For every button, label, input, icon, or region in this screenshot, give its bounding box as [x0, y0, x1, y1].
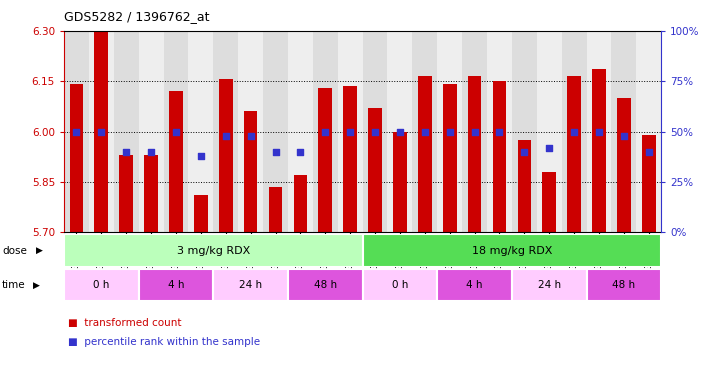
- Point: [294, 149, 306, 155]
- Bar: [70, 84, 83, 232]
- Bar: [263, 31, 288, 232]
- Point: [95, 128, 107, 134]
- Bar: [437, 269, 512, 301]
- Bar: [363, 234, 661, 267]
- Bar: [537, 31, 562, 232]
- Text: ▶: ▶: [33, 281, 41, 290]
- Point: [469, 128, 481, 134]
- Text: ▶: ▶: [36, 246, 43, 255]
- Bar: [288, 31, 313, 232]
- Bar: [213, 31, 238, 232]
- Point: [195, 152, 206, 159]
- Text: 0 h: 0 h: [392, 280, 408, 290]
- Point: [593, 128, 604, 134]
- Point: [245, 132, 256, 139]
- Bar: [164, 31, 188, 232]
- Bar: [368, 108, 382, 232]
- Bar: [188, 31, 213, 232]
- Bar: [238, 31, 263, 232]
- Text: 4 h: 4 h: [168, 280, 184, 290]
- Bar: [363, 31, 387, 232]
- Bar: [518, 140, 531, 232]
- Text: GDS5282 / 1396762_at: GDS5282 / 1396762_at: [64, 10, 210, 23]
- Bar: [139, 31, 164, 232]
- Bar: [587, 31, 611, 232]
- Text: dose: dose: [2, 245, 27, 256]
- Bar: [338, 31, 363, 232]
- Point: [493, 128, 505, 134]
- Bar: [139, 269, 213, 301]
- Point: [394, 128, 405, 134]
- Text: 0 h: 0 h: [93, 280, 109, 290]
- Bar: [617, 98, 631, 232]
- Point: [120, 149, 132, 155]
- Bar: [313, 31, 338, 232]
- Point: [145, 149, 156, 155]
- Bar: [363, 269, 437, 301]
- Point: [270, 149, 282, 155]
- Bar: [213, 269, 288, 301]
- Point: [344, 128, 356, 134]
- Point: [444, 128, 455, 134]
- Text: time: time: [2, 280, 26, 290]
- Bar: [512, 31, 537, 232]
- Point: [170, 128, 181, 134]
- Bar: [244, 111, 257, 232]
- Point: [419, 128, 431, 134]
- Bar: [64, 234, 363, 267]
- Bar: [587, 269, 661, 301]
- Bar: [611, 31, 636, 232]
- Point: [568, 128, 579, 134]
- Bar: [89, 31, 114, 232]
- Bar: [95, 31, 108, 232]
- Point: [518, 149, 530, 155]
- Bar: [412, 31, 437, 232]
- Text: 18 mg/kg RDX: 18 mg/kg RDX: [471, 245, 552, 256]
- Point: [319, 128, 331, 134]
- Bar: [343, 86, 357, 232]
- Bar: [462, 31, 487, 232]
- Text: ■  percentile rank within the sample: ■ percentile rank within the sample: [68, 337, 260, 347]
- Bar: [542, 172, 556, 232]
- Bar: [144, 155, 158, 232]
- Bar: [194, 195, 208, 232]
- Bar: [487, 31, 512, 232]
- Point: [618, 132, 630, 139]
- Bar: [169, 91, 183, 232]
- Point: [370, 128, 381, 134]
- Bar: [269, 187, 282, 232]
- Text: 24 h: 24 h: [538, 280, 561, 290]
- Bar: [592, 70, 606, 232]
- Bar: [443, 84, 456, 232]
- Bar: [493, 81, 506, 232]
- Bar: [567, 76, 581, 232]
- Bar: [468, 76, 481, 232]
- Bar: [119, 155, 133, 232]
- Point: [643, 149, 654, 155]
- Bar: [512, 269, 587, 301]
- Bar: [114, 31, 139, 232]
- Bar: [636, 31, 661, 232]
- Bar: [642, 135, 656, 232]
- Text: 24 h: 24 h: [239, 280, 262, 290]
- Text: 3 mg/kg RDX: 3 mg/kg RDX: [176, 245, 250, 256]
- Bar: [319, 88, 332, 232]
- Point: [543, 144, 555, 151]
- Bar: [288, 269, 363, 301]
- Bar: [219, 79, 232, 232]
- Bar: [64, 31, 89, 232]
- Text: ■  transformed count: ■ transformed count: [68, 318, 181, 328]
- Bar: [64, 269, 139, 301]
- Bar: [562, 31, 587, 232]
- Bar: [418, 76, 432, 232]
- Bar: [387, 31, 412, 232]
- Point: [70, 128, 82, 134]
- Text: 48 h: 48 h: [612, 280, 636, 290]
- Bar: [393, 131, 407, 232]
- Bar: [294, 175, 307, 232]
- Bar: [437, 31, 462, 232]
- Text: 48 h: 48 h: [314, 280, 337, 290]
- Text: 4 h: 4 h: [466, 280, 483, 290]
- Point: [220, 132, 232, 139]
